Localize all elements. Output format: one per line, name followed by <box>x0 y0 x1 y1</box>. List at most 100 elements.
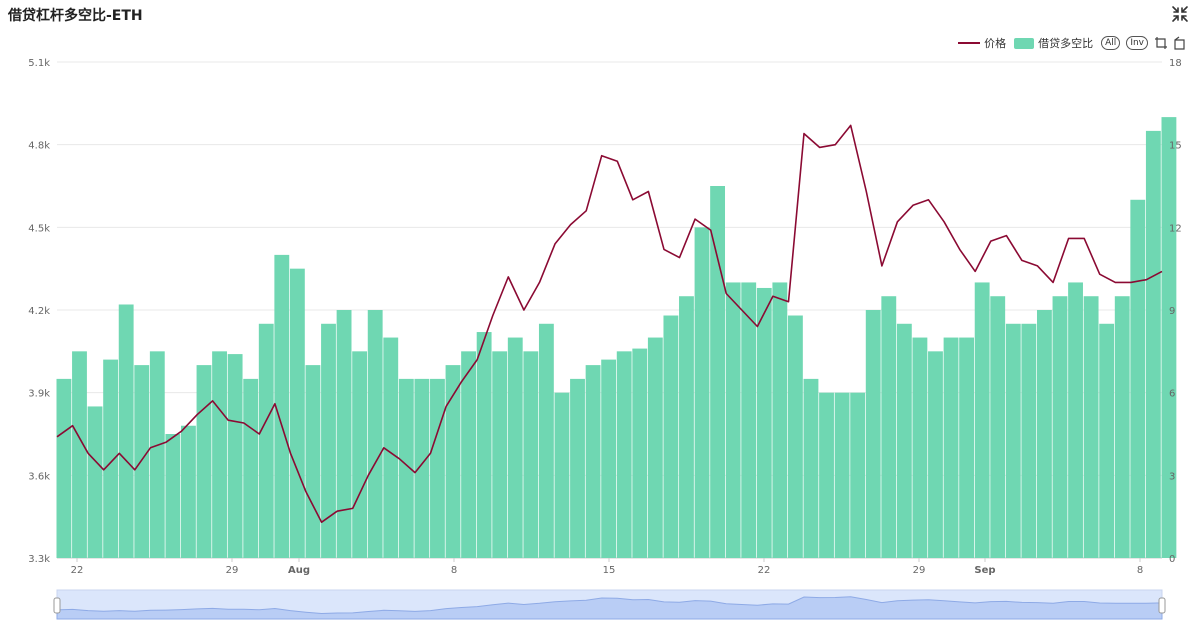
ratio-bar <box>134 365 150 558</box>
ratio-bar <box>352 351 368 558</box>
x-tick-label: 22 <box>71 565 84 576</box>
ratio-bar <box>212 351 227 558</box>
ratio-bar <box>321 323 336 558</box>
ratio-bar <box>414 378 430 558</box>
left-axis: 3.3k 3.6k 3.9k 4.2k 4.5k 4.8k 5.1k <box>28 58 50 565</box>
ratio-bar <box>1052 296 1068 558</box>
legend-item-ratio[interactable]: 借贷多空比 <box>1014 35 1093 51</box>
ratio-bar <box>149 351 165 558</box>
ratio-bar <box>445 365 461 558</box>
range-navigator[interactable] <box>53 589 1166 620</box>
zoom-reset-icon[interactable] <box>1172 36 1186 50</box>
ratio-bar <box>1161 117 1177 558</box>
x-tick-label: Sep <box>974 565 995 576</box>
right-tick-label: 9 <box>1169 306 1175 317</box>
ratio-bar <box>912 337 928 558</box>
x-tick-label: 8 <box>1137 565 1143 576</box>
ratio-bar <box>336 310 352 558</box>
ratio-bar <box>1036 310 1052 558</box>
right-tick-label: 0 <box>1169 554 1175 565</box>
ratio-bar <box>741 282 757 558</box>
x-tick-label: 15 <box>603 565 616 576</box>
ratio-bar <box>367 310 383 558</box>
ratio-bar <box>196 365 212 558</box>
ratio-bar <box>896 323 912 558</box>
ratio-bar <box>959 337 975 558</box>
ratio-bar <box>258 323 274 558</box>
ratio-bar <box>118 304 134 558</box>
inv-button[interactable]: Inv <box>1126 36 1148 50</box>
ratio-bar <box>647 337 663 558</box>
ratio-bar <box>1068 282 1083 558</box>
ratio-bar <box>819 392 834 558</box>
ratio-bar <box>1083 296 1099 558</box>
right-tick-label: 6 <box>1169 389 1175 400</box>
left-tick-label: 5.1k <box>28 58 50 69</box>
right-tick-label: 3 <box>1169 471 1175 482</box>
ratio-bar <box>834 392 850 558</box>
x-tick-label: 8 <box>451 565 457 576</box>
ratio-bar <box>943 337 959 558</box>
ratio-bar <box>1114 296 1130 558</box>
ratio-bar <box>554 392 570 558</box>
ratio-bar <box>538 323 554 558</box>
ratio-bar <box>679 296 694 558</box>
ratio-bar <box>72 351 87 558</box>
legend-item-price[interactable]: 价格 <box>958 35 1006 51</box>
ratio-bar <box>974 282 990 558</box>
ratio-bar <box>787 315 803 558</box>
ratio-bar <box>181 425 196 558</box>
navigator-left-handle[interactable] <box>53 597 61 614</box>
ratio-bar <box>305 365 321 558</box>
ratio-bar <box>461 351 476 558</box>
ratio-bar <box>1005 323 1021 558</box>
right-axis: 0 3 6 9 12 15 18 <box>1169 58 1182 565</box>
ratio-bar <box>616 351 632 558</box>
ratio-bar <box>289 268 305 558</box>
ratio-bar <box>1021 323 1037 558</box>
right-tick-label: 18 <box>1169 58 1182 69</box>
ratio-bar <box>881 296 897 558</box>
left-tick-label: 4.5k <box>28 223 50 234</box>
x-tick-label: 29 <box>226 565 239 576</box>
legend-swatch-ratio <box>1014 37 1035 49</box>
left-tick-label: 3.3k <box>28 554 50 565</box>
navigator-right-handle[interactable] <box>1158 597 1166 614</box>
ratio-bar <box>601 359 617 558</box>
ratio-bar <box>87 406 103 558</box>
left-tick-label: 3.6k <box>28 471 50 482</box>
ratio-bar <box>476 332 492 558</box>
price-line <box>56 124 1163 524</box>
left-tick-label: 4.2k <box>28 306 50 317</box>
ratio-bar <box>803 378 819 558</box>
ratio-bar <box>585 365 601 558</box>
ratio-bar <box>243 378 259 558</box>
left-tick-label: 3.9k <box>28 389 50 400</box>
ratio-bar <box>694 227 710 559</box>
ratio-bar <box>663 315 679 558</box>
x-tick-label: Aug <box>288 565 310 576</box>
zoom-select-icon[interactable] <box>1154 36 1168 50</box>
x-tick-label: 29 <box>913 565 926 576</box>
ratio-bar <box>398 378 414 558</box>
navigator-area <box>56 596 1163 620</box>
collapse-icon[interactable] <box>1170 4 1190 24</box>
ratio-bar <box>227 354 243 558</box>
all-button[interactable]: All <box>1101 36 1121 50</box>
ratio-bar <box>1145 130 1161 558</box>
x-axis: 22 29 Aug 8 15 22 29 Sep 8 <box>71 558 1143 576</box>
legend-label-price: 价格 <box>984 37 1007 50</box>
legend-swatch-price <box>958 42 981 44</box>
ratio-bar <box>928 351 943 558</box>
ratio-bar <box>570 378 585 558</box>
legend: 价格 借贷多空比 All Inv <box>958 34 1190 52</box>
ratio-bar <box>165 434 181 558</box>
ratio-bar <box>865 310 881 558</box>
left-tick-label: 4.8k <box>28 141 50 152</box>
ratio-bar <box>523 351 539 558</box>
ratio-bar <box>274 254 290 558</box>
ratio-bar <box>725 282 741 558</box>
ratio-bars <box>56 117 1177 559</box>
ratio-bar <box>1099 323 1115 558</box>
